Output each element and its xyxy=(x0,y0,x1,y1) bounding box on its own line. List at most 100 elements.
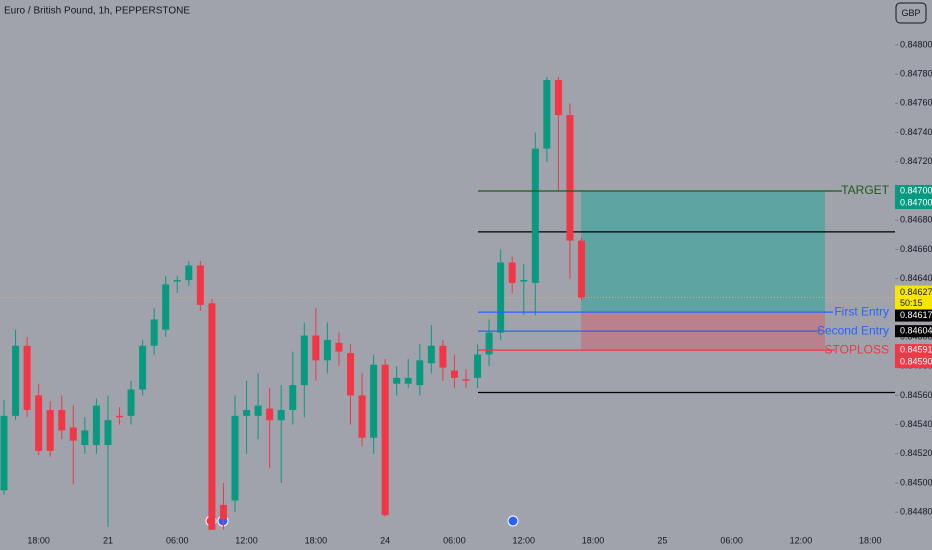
candle-body xyxy=(196,265,204,305)
currency-button[interactable] xyxy=(895,2,927,24)
price-label: 0.84590 xyxy=(900,356,932,366)
x-tick-label: 12:00 xyxy=(512,535,535,545)
candle-body xyxy=(370,364,378,438)
candle-body xyxy=(243,409,251,416)
level-label: STOPLOSS xyxy=(825,342,889,356)
price-label-box xyxy=(895,325,932,338)
candle-body xyxy=(173,280,181,282)
price-label: 0.84604 xyxy=(900,326,932,336)
candle-body xyxy=(462,379,470,381)
candle-body xyxy=(358,395,366,438)
candle-body xyxy=(127,389,135,416)
x-tick-label: 21 xyxy=(103,535,113,545)
candle-body xyxy=(81,430,89,446)
candle-body xyxy=(578,240,585,298)
candle-body xyxy=(404,377,412,384)
candle-body xyxy=(69,427,77,441)
candle-body xyxy=(58,409,66,431)
candle-body xyxy=(139,345,147,390)
x-tick-label: 18:00 xyxy=(27,535,50,545)
candle-body xyxy=(35,395,43,451)
y-tick-label: 0.84640 xyxy=(900,273,932,283)
candle-body xyxy=(566,115,574,241)
candle-body xyxy=(347,353,354,396)
candle-body xyxy=(46,409,54,451)
candle-body xyxy=(104,420,112,446)
candle-body xyxy=(162,284,170,330)
x-tick-label: 18:00 xyxy=(582,535,605,545)
x-tick-label: 06:00 xyxy=(166,535,189,545)
price-label: 0.84591 xyxy=(900,344,932,354)
chart-title: Euro / British Pound, 1h, PEPPERSTONE xyxy=(4,6,190,17)
countdown: 50:15 xyxy=(900,298,923,308)
price-label-box xyxy=(895,184,932,197)
candle-body xyxy=(150,319,158,346)
candle-body xyxy=(254,405,262,416)
candle-body xyxy=(497,262,505,333)
candle-body xyxy=(439,345,447,368)
y-tick-label: 0.84720 xyxy=(900,156,932,166)
y-tick-label: 0.84780 xyxy=(900,69,932,79)
candle-body xyxy=(323,339,331,361)
candle-body xyxy=(116,415,123,418)
candle-body xyxy=(12,345,20,416)
candle-body xyxy=(0,415,8,491)
candle-body xyxy=(219,504,227,520)
x-tick-label: 18:00 xyxy=(305,535,328,545)
candle-body xyxy=(474,354,482,378)
x-tick-label: 18:00 xyxy=(859,535,882,545)
candle-body xyxy=(312,335,320,361)
current-price-box xyxy=(895,285,932,310)
candle-body xyxy=(508,262,516,283)
price-label: 0.84617 xyxy=(900,310,932,320)
candle-body xyxy=(543,80,551,149)
price-label: 0.84700 xyxy=(900,197,932,207)
candle-body xyxy=(185,265,193,281)
y-tick-label: 0.84500 xyxy=(900,477,932,487)
current-price-label: 0.84627 xyxy=(900,287,932,297)
candle-body xyxy=(531,148,539,283)
y-tick-label: 0.84540 xyxy=(900,419,932,429)
candle-body xyxy=(393,377,401,384)
candle-body xyxy=(416,360,424,386)
y-tick-label: 0.84680 xyxy=(900,215,932,225)
candle-body xyxy=(208,303,216,530)
currency-button-label[interactable]: GBP xyxy=(901,8,920,18)
price-label-box xyxy=(895,356,932,369)
x-tick-label: 12:00 xyxy=(790,535,813,545)
candle-body xyxy=(381,364,389,516)
x-tick-label: 25 xyxy=(657,535,667,545)
candle-body xyxy=(335,342,343,352)
price-label-box xyxy=(895,344,932,357)
y-tick-label: 0.84800 xyxy=(900,39,932,49)
event-icon xyxy=(507,515,519,527)
x-tick-label: 06:00 xyxy=(720,535,743,545)
candle-body xyxy=(485,332,493,355)
y-tick-label: 0.84660 xyxy=(900,244,932,254)
level-label: Second Entry xyxy=(817,323,889,337)
candle-body xyxy=(554,80,562,116)
profit-zone xyxy=(581,190,825,313)
price-label-box xyxy=(895,196,932,209)
candle-body xyxy=(277,409,285,421)
candle-body xyxy=(92,405,100,446)
candle-body xyxy=(520,280,528,282)
y-tick-label: 0.84760 xyxy=(900,98,932,108)
price-label-box xyxy=(895,309,932,322)
y-tick-label: 0.84560 xyxy=(900,390,932,400)
x-tick-label: 06:00 xyxy=(443,535,466,545)
y-tick-label: 0.84740 xyxy=(900,127,932,137)
y-tick-label: 0.84480 xyxy=(900,507,932,517)
candle-body xyxy=(231,415,239,501)
candle-body xyxy=(427,345,435,364)
candle-body xyxy=(450,370,458,378)
candle-body xyxy=(289,385,297,410)
candle-body xyxy=(266,408,274,421)
level-label: TARGET xyxy=(841,183,889,197)
level-label: First Entry xyxy=(834,304,889,318)
x-tick-label: 12:00 xyxy=(235,535,258,545)
x-tick-label: 24 xyxy=(380,535,390,545)
y-tick-label: 0.84520 xyxy=(900,448,932,458)
